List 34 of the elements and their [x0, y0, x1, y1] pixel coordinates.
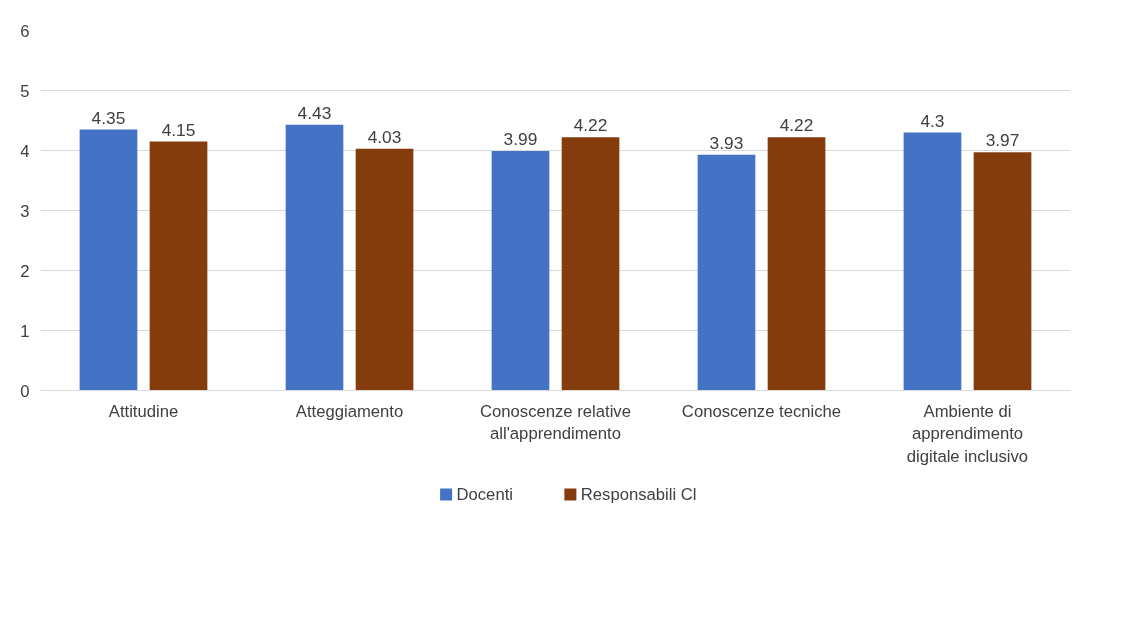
y-tick-label: 0: [20, 381, 30, 401]
y-tick-label: 1: [20, 321, 30, 341]
data-label: 4.22: [573, 115, 608, 136]
bar: [561, 137, 620, 391]
bar: [79, 129, 138, 391]
legend-label: Docenti: [456, 485, 513, 504]
x-tick-label: Atteggiamento: [295, 401, 404, 421]
y-tick-label: 4: [20, 141, 30, 161]
legend-label: Responsabili Cl: [580, 485, 697, 504]
data-label: 4.03: [367, 126, 402, 147]
bar: [767, 137, 826, 391]
bar: [355, 148, 414, 391]
data-label: 3.99: [503, 129, 538, 150]
data-label: 4.3: [920, 110, 945, 131]
x-tick-label: Conoscenze relative all'apprendimento: [480, 401, 631, 444]
data-label: 3.93: [709, 132, 744, 153]
data-label: 4.22: [779, 115, 814, 136]
data-label: 3.97: [985, 130, 1020, 151]
y-tick-label: 5: [20, 81, 30, 101]
y-tick-label: 2: [20, 261, 30, 281]
bar: [973, 152, 1032, 391]
data-label: 4.35: [91, 107, 126, 128]
bar: [903, 132, 962, 391]
y-tick-label: 6: [20, 21, 30, 41]
x-tick-label: Attitudine: [108, 401, 179, 421]
y-tick-label: 3: [20, 201, 30, 221]
data-label: 4.43: [297, 102, 332, 123]
bar: [285, 124, 344, 391]
bar: [149, 141, 208, 391]
x-tick-label: Ambiente di apprendimento digitale inclusivo: [906, 401, 1029, 467]
bar: [491, 151, 550, 391]
data-label: 4.15: [161, 119, 196, 140]
x-tick-label: Conoscenze tecniche: [681, 401, 842, 421]
bar: [697, 154, 756, 391]
